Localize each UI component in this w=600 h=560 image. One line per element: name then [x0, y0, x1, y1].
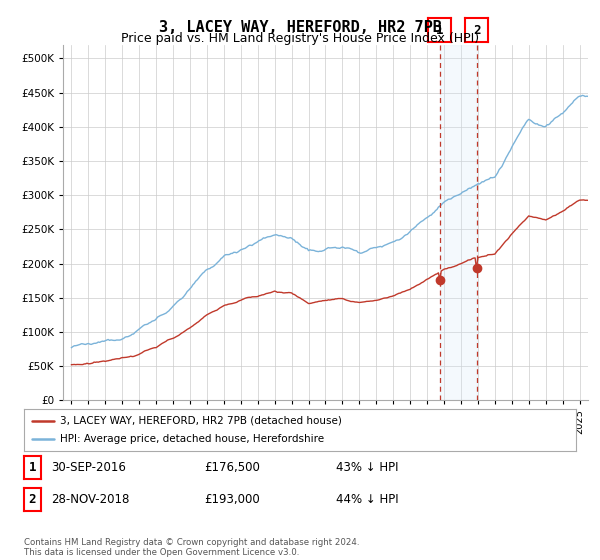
- Text: HPI: Average price, detached house, Herefordshire: HPI: Average price, detached house, Here…: [60, 434, 324, 444]
- Text: 30-SEP-2016: 30-SEP-2016: [51, 461, 126, 474]
- Text: 1: 1: [29, 461, 36, 474]
- Text: 3, LACEY WAY, HEREFORD, HR2 7PB: 3, LACEY WAY, HEREFORD, HR2 7PB: [158, 20, 442, 35]
- Bar: [440, 45, 476, 400]
- Text: £193,000: £193,000: [204, 493, 260, 506]
- Text: 2: 2: [473, 24, 480, 37]
- Text: 43% ↓ HPI: 43% ↓ HPI: [336, 461, 398, 474]
- Text: 28-NOV-2018: 28-NOV-2018: [51, 493, 130, 506]
- Text: 2: 2: [29, 493, 36, 506]
- Text: £176,500: £176,500: [204, 461, 260, 474]
- Text: 3, LACEY WAY, HEREFORD, HR2 7PB (detached house): 3, LACEY WAY, HEREFORD, HR2 7PB (detache…: [60, 416, 342, 426]
- Text: Contains HM Land Registry data © Crown copyright and database right 2024.
This d: Contains HM Land Registry data © Crown c…: [24, 538, 359, 557]
- Text: 44% ↓ HPI: 44% ↓ HPI: [336, 493, 398, 506]
- Text: 1: 1: [436, 24, 443, 37]
- Text: Price paid vs. HM Land Registry's House Price Index (HPI): Price paid vs. HM Land Registry's House …: [121, 32, 479, 45]
